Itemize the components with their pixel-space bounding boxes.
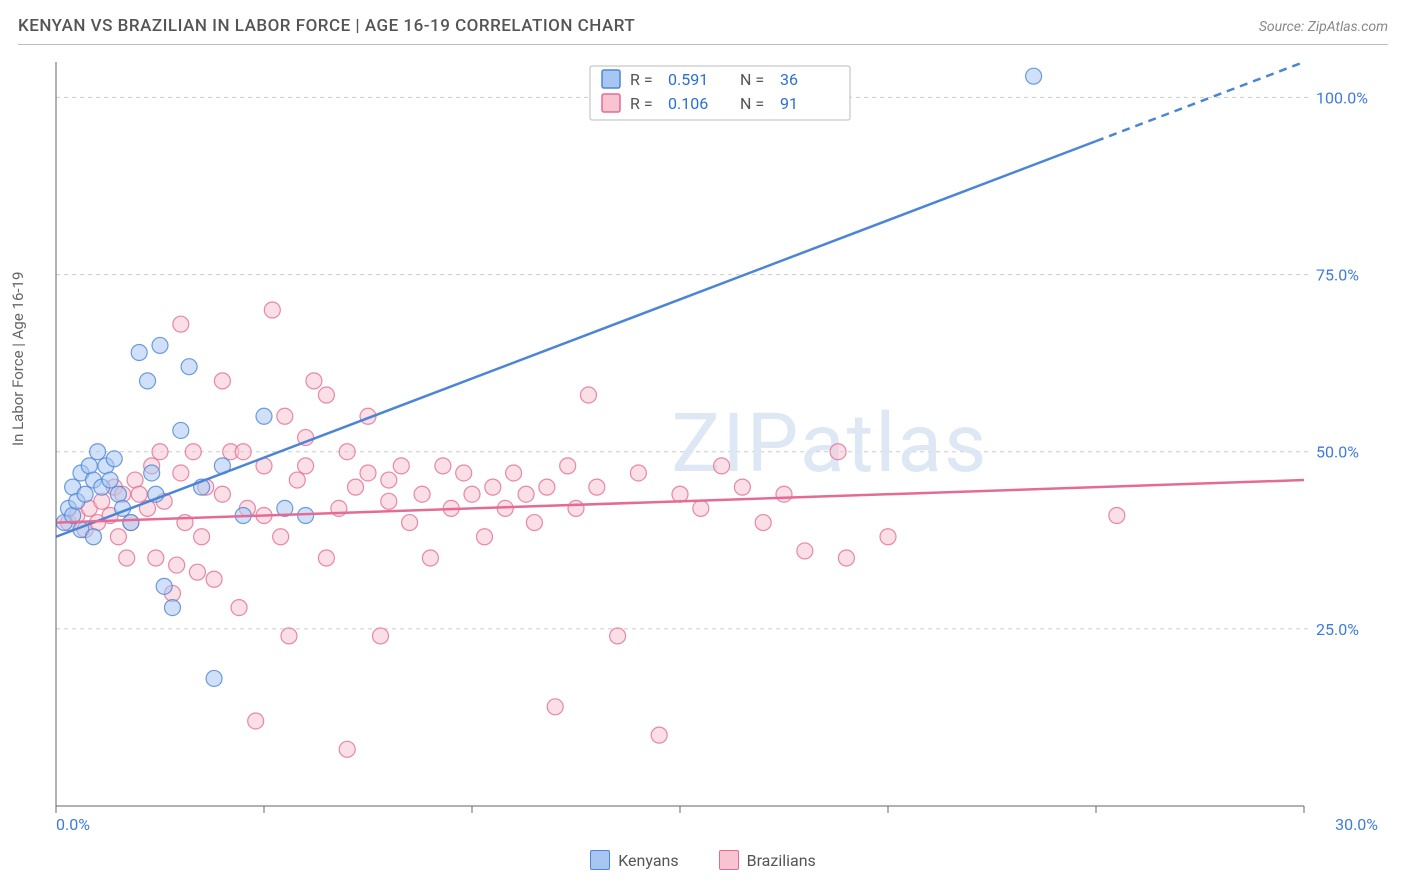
svg-text:0.106: 0.106: [668, 94, 708, 113]
svg-text:R =: R =: [630, 94, 653, 113]
legend-swatch-kenyans: [590, 850, 610, 870]
title-bar: KENYAN VS BRAZILIAN IN LABOR FORCE | AGE…: [18, 16, 1388, 45]
scatter-chart: 25.0% 50.0% 75.0% 100.0% ZIPatlas 0.0% 30.0% R …: [50, 58, 1382, 830]
legend-swatch-brazilians: [719, 850, 739, 870]
svg-text:N =: N =: [740, 94, 764, 113]
svg-text:0.591: 0.591: [668, 70, 708, 89]
chart-title: KENYAN VS BRAZILIAN IN LABOR FORCE | AGE…: [18, 16, 635, 36]
svg-text:ZIPatlas: ZIPatlas: [671, 396, 988, 492]
svg-text:75.0%: 75.0%: [1316, 266, 1359, 285]
svg-text:R =: R =: [630, 70, 653, 89]
legend-label-kenyans: Kenyans: [618, 851, 678, 870]
svg-text:25.0%: 25.0%: [1316, 620, 1359, 639]
svg-text:100.0%: 100.0%: [1316, 88, 1368, 107]
svg-text:36: 36: [780, 70, 798, 89]
svg-text:50.0%: 50.0%: [1316, 443, 1359, 462]
svg-text:N =: N =: [740, 70, 764, 89]
svg-text:91: 91: [780, 94, 798, 113]
bottom-legend: Kenyans Brazilians: [0, 850, 1406, 874]
y-axis-label: In Labor Force | Age 16-19: [9, 272, 27, 446]
svg-text:30.0%: 30.0%: [1335, 815, 1378, 830]
legend-item-kenyans: Kenyans: [590, 850, 678, 870]
legend-label-brazilians: Brazilians: [747, 851, 816, 870]
source-label: Source: ZipAtlas.com: [1259, 19, 1388, 35]
legend-item-brazilians: Brazilians: [719, 850, 816, 870]
svg-text:0.0%: 0.0%: [56, 815, 90, 830]
